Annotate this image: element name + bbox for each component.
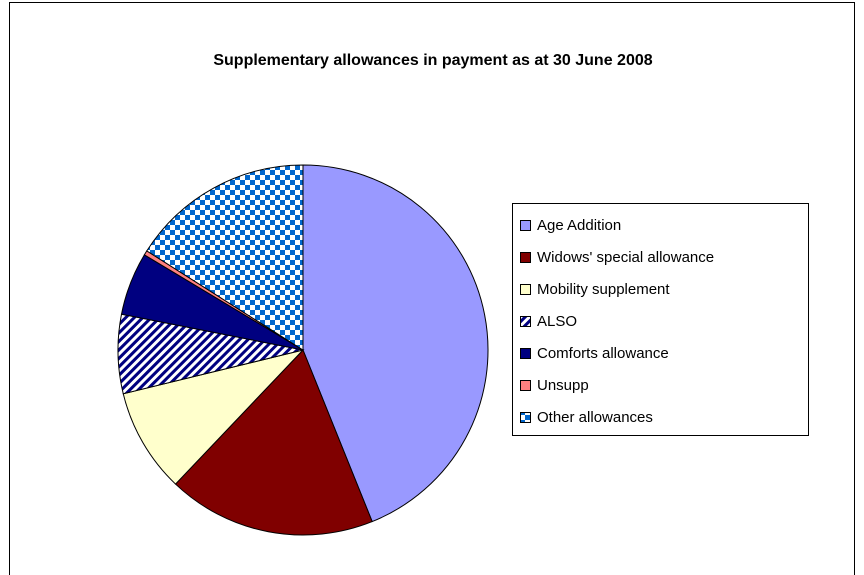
legend-label: ALSO (537, 313, 577, 330)
pie-slice (174, 349, 373, 536)
legend-label: Widows' special allowance (537, 249, 714, 266)
legend-label: Other allowances (537, 409, 653, 426)
legend-swatch (520, 380, 531, 391)
legend-label: Unsupp (537, 377, 589, 394)
legend-swatch (520, 348, 531, 359)
legend-label: Age Addition (537, 217, 621, 234)
legend (512, 203, 809, 436)
legend-label: Comforts allowance (537, 345, 669, 362)
chart-title: Supplementary allowances in payment as a… (213, 52, 652, 69)
legend-swatch (520, 316, 531, 327)
legend-swatch (520, 412, 531, 423)
legend-swatch (520, 220, 531, 231)
pie-slice (146, 164, 304, 351)
legend-label: Mobility supplement (537, 281, 670, 298)
pie-slice (122, 349, 305, 485)
legend-swatch (520, 252, 531, 263)
pie-slice (302, 164, 489, 523)
legend-swatch (520, 284, 531, 295)
